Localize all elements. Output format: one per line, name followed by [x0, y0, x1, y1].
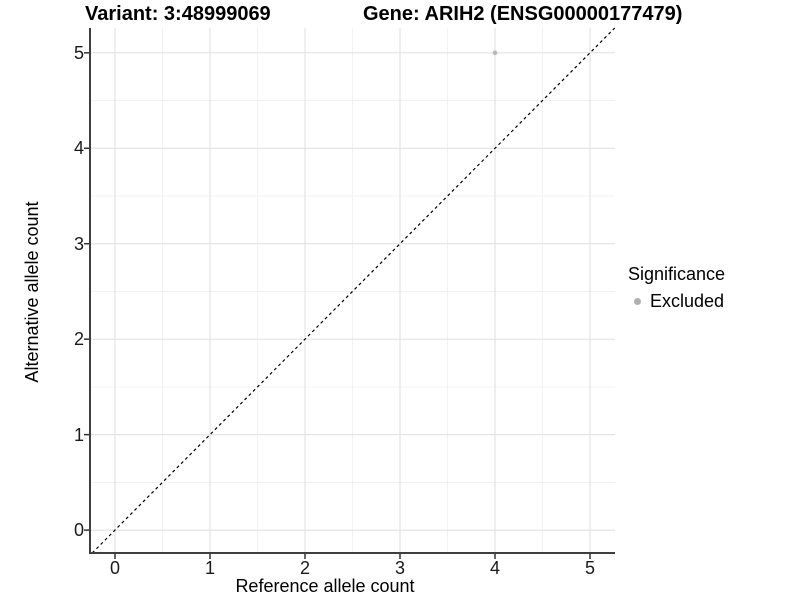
legend-item: Excluded: [628, 292, 725, 311]
legend: Significance Excluded: [628, 264, 725, 311]
x-tick-label: 3: [394, 558, 405, 578]
x-tick-label: 2: [299, 558, 310, 578]
data-point: [492, 50, 498, 56]
x-tick-label: 0: [109, 558, 120, 578]
x-tick-label: 4: [489, 558, 500, 578]
y-tick-label: 5: [73, 42, 84, 63]
gene-title: Gene: ARIH2 (ENSG00000177479): [363, 3, 683, 25]
identity-reference-line: [91, 27, 616, 554]
x-tick-label: 5: [584, 558, 595, 578]
y-tick-label: 3: [73, 233, 84, 254]
y-tick-label: 2: [73, 329, 84, 350]
x-axis-label: Reference allele count: [235, 576, 415, 596]
y-tick-label: 0: [73, 520, 84, 541]
variant-title: Variant: 3:48999069: [85, 3, 271, 25]
legend-title: Significance: [628, 264, 726, 284]
y-axis-label: Alternative allele count: [22, 201, 42, 383]
legend-point-icon: [634, 298, 641, 305]
y-tick-label: 1: [73, 424, 84, 445]
x-tick-label: 1: [204, 558, 215, 578]
legend-item-label: Excluded: [650, 291, 725, 311]
y-tick-label: 4: [73, 138, 84, 159]
